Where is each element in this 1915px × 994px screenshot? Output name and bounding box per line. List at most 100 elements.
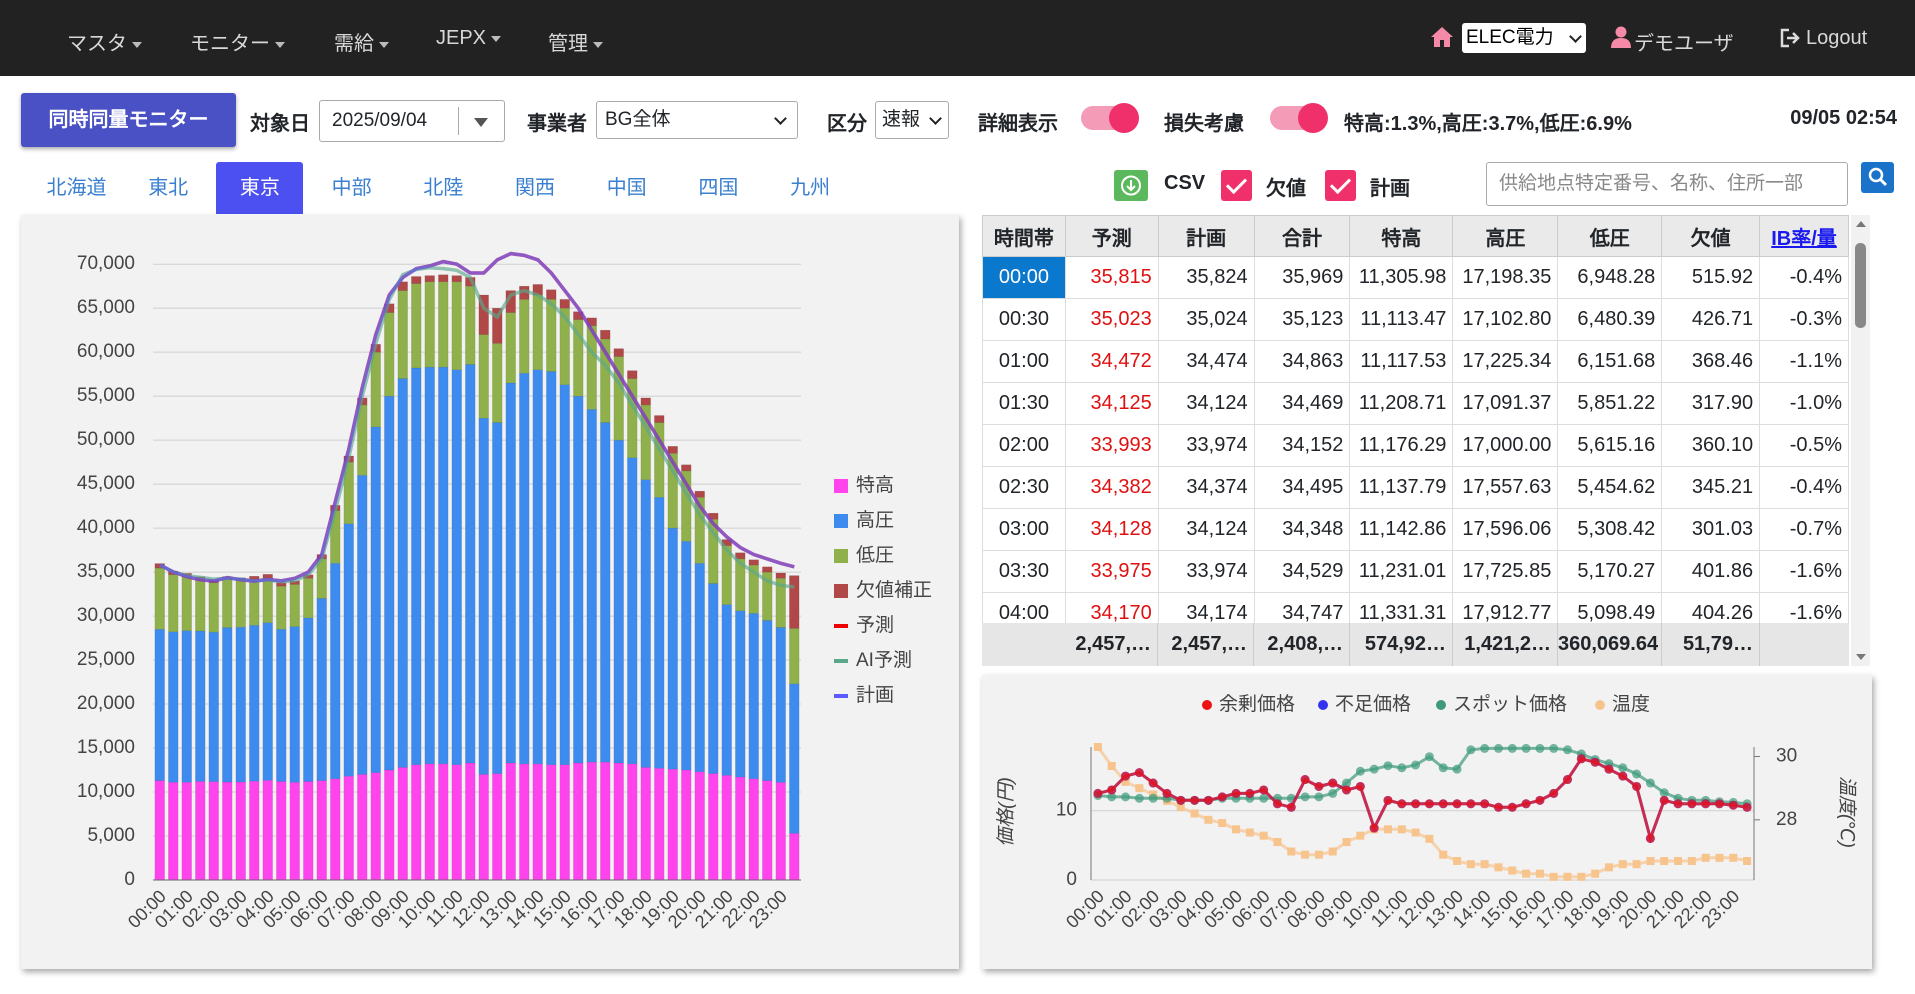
csv-icon[interactable] <box>1114 170 1148 201</box>
price-chart-panel <box>982 675 1872 969</box>
table-cell: 11,117.53 <box>1349 340 1454 383</box>
search-button[interactable] <box>1861 162 1894 193</box>
table-cell: 34,474 <box>1157 340 1255 383</box>
table-cell: 34,128 <box>1064 508 1159 551</box>
area-tab[interactable]: 関西 <box>515 177 555 199</box>
missing-checkbox[interactable] <box>1221 170 1252 201</box>
nav-menu[interactable]: 管理 <box>548 27 603 56</box>
table-cell: 368.46 <box>1661 340 1761 383</box>
table-cell: -1.6% <box>1759 592 1849 623</box>
table-cell: 35,023 <box>1064 298 1159 341</box>
footer-cell: 1,421,2… <box>1453 623 1558 666</box>
table-cell: 17,225.34 <box>1452 340 1559 383</box>
footer-cell: 2,457,… <box>1065 623 1158 666</box>
table-cell: 11,142.86 <box>1349 508 1454 551</box>
table-cell: 04:00 <box>982 592 1066 623</box>
area-tab[interactable]: 中国 <box>606 177 647 199</box>
table-cell: 34,374 <box>1157 466 1255 509</box>
table-row[interactable]: 03:30 33,975 33,974 34,529 11,231.01 17,725.8… <box>982 550 1849 593</box>
table-cell: 11,113.47 <box>1349 298 1454 341</box>
table-cell: 35,815 <box>1064 256 1159 299</box>
table-row[interactable]: 03:00 34,128 34,124 34,348 11,142.86 17,596.0… <box>982 508 1849 551</box>
table-cell: 00:30 <box>982 298 1066 341</box>
table-cell: 17,557.63 <box>1452 466 1559 509</box>
logout-icon <box>1780 28 1800 48</box>
table-cell: 34,124 <box>1157 508 1255 551</box>
missing-label: 欠値 <box>1266 178 1306 200</box>
plan-checkbox[interactable] <box>1325 170 1356 201</box>
table-row[interactable]: 04:00 34,170 34,174 34,747 11,331.31 17,912.7… <box>982 592 1849 623</box>
csv-label[interactable]: CSV <box>1164 172 1206 194</box>
table-cell: 34,125 <box>1064 382 1159 425</box>
operator-value: BG全体 <box>605 109 671 130</box>
operator-label: 事業者 <box>527 113 587 135</box>
column-header: 合計 <box>1253 215 1351 257</box>
table-cell: 5,615.16 <box>1557 424 1663 467</box>
detail-toggle[interactable] <box>1081 103 1139 133</box>
table-cell: 34,174 <box>1157 592 1255 623</box>
footer-cell: 51,79… <box>1662 623 1760 666</box>
scrollbar[interactable] <box>1851 215 1870 666</box>
table-cell: 6,948.28 <box>1557 256 1663 299</box>
table-cell: 11,305.98 <box>1349 256 1454 299</box>
table-cell: 17,102.80 <box>1452 298 1559 341</box>
table-cell: -1.0% <box>1759 382 1849 425</box>
search-input[interactable]: 供給地点特定番号、名称、住所一部 <box>1486 162 1848 206</box>
nav-menu[interactable]: JEPX <box>436 27 501 50</box>
area-tab[interactable]: 九州 <box>790 177 831 199</box>
table-row[interactable]: 01:00 34,472 34,474 34,863 11,117.53 17,225.3… <box>982 340 1849 383</box>
table-cell: 5,308.42 <box>1557 508 1663 551</box>
table-cell: 34,152 <box>1253 424 1351 467</box>
demand-chart-panel <box>21 215 959 969</box>
logout-link[interactable]: Logout <box>1806 27 1868 49</box>
kind-value: 速報 <box>882 109 921 130</box>
table: 時間帯 予測 計画 合計 特高 高圧 低圧 欠値 IB率/量 00:00 35,815 35,824 3… <box>982 215 1849 623</box>
table-cell: 35,824 <box>1157 256 1255 299</box>
operator-select[interactable]: BG全体 <box>596 101 798 139</box>
table-cell: 360.10 <box>1661 424 1761 467</box>
table-cell: 404.26 <box>1661 592 1761 623</box>
table-cell: 02:30 <box>982 466 1066 509</box>
area-tab[interactable]: 東北 <box>148 177 189 199</box>
user-name[interactable]: デモユーザ <box>1634 33 1734 55</box>
table-cell: 34,472 <box>1064 340 1159 383</box>
table-cell: 317.90 <box>1661 382 1761 425</box>
nav-menu[interactable]: モニター <box>190 27 285 56</box>
kind-select[interactable]: 速報 <box>875 101 949 139</box>
table-cell: 34,469 <box>1253 382 1351 425</box>
nav-menu[interactable]: マスタ <box>67 27 142 56</box>
table-row[interactable]: 02:00 33,993 33,974 34,152 11,176.29 17,000.0… <box>982 424 1849 467</box>
table-cell: 17,198.35 <box>1452 256 1559 299</box>
column-header: 予測 <box>1064 215 1159 257</box>
footer-cell: 2,408,… <box>1254 623 1350 666</box>
table-row[interactable]: 00:30 35,023 35,024 35,123 11,113.47 17,102.8… <box>982 298 1849 341</box>
table-cell: 5,098.49 <box>1557 592 1663 623</box>
table-row[interactable]: 02:30 34,382 34,374 34,495 11,137.79 17,557.6… <box>982 466 1849 509</box>
date-input[interactable]: 2025/09/04 <box>319 100 505 142</box>
table-cell: 345.21 <box>1661 466 1761 509</box>
nav-menu[interactable]: 需給 <box>334 27 389 56</box>
table-cell: -0.3% <box>1759 298 1849 341</box>
table-cell: 34,529 <box>1253 550 1351 593</box>
area-tab[interactable]: 四国 <box>698 177 739 199</box>
table-cell: 5,454.62 <box>1557 466 1663 509</box>
area-tab[interactable]: 東京 <box>216 162 304 214</box>
area-tab[interactable]: 中部 <box>331 177 372 199</box>
table-row[interactable]: 00:00 35,815 35,824 35,969 11,305.98 17,198.3… <box>982 256 1849 299</box>
loss-toggle[interactable] <box>1270 103 1328 133</box>
table-cell: 6,480.39 <box>1557 298 1663 341</box>
table-row[interactable]: 01:30 34,125 34,124 34,469 11,208.71 17,091.3… <box>982 382 1849 425</box>
table-cell: -0.4% <box>1759 466 1849 509</box>
monitor-button[interactable]: 同時同量モニター <box>21 93 236 147</box>
table-cell: -1.6% <box>1759 550 1849 593</box>
area-tab[interactable]: 北海道 <box>46 177 107 199</box>
loss-label: 損失考慮 <box>1164 113 1244 135</box>
header-row: 時間帯 予測 計画 合計 特高 高圧 低圧 欠値 IB率/量 <box>982 215 1849 257</box>
area-tab[interactable]: 北陸 <box>423 177 464 199</box>
table-cell: 401.86 <box>1661 550 1761 593</box>
column-header: IB率/量 <box>1759 215 1849 257</box>
table-cell: 34,747 <box>1253 592 1351 623</box>
column-header: 低圧 <box>1557 215 1663 257</box>
company-select[interactable]: ELEC電力 <box>1462 23 1586 53</box>
table-cell: -0.5% <box>1759 424 1849 467</box>
